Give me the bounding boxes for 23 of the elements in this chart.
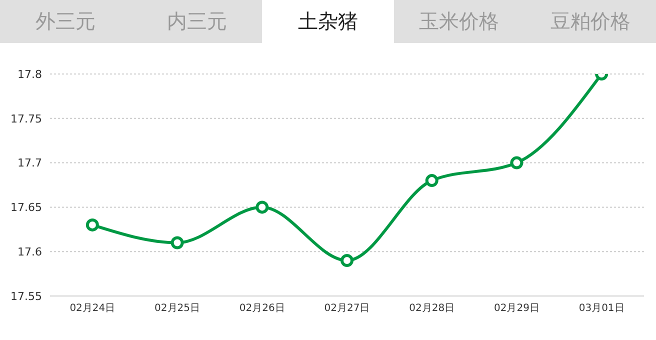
point [86,218,99,232]
tab: 内三元 [131,0,262,43]
y-tick-label: 17.6 [18,246,42,259]
point [425,174,438,188]
x-tick-label: 02月29日 [494,303,540,314]
y-tick-label: 17.55 [10,290,42,303]
x-tick-label: 02月24日 [70,303,116,314]
point [510,156,524,170]
y-tick-label: 17.65 [10,201,42,214]
y-tick-label: 17.7 [18,156,42,170]
point [256,200,269,214]
x-tick-label: 02月25日 [154,303,200,314]
y-tick-label: 17.8 [18,68,42,81]
tab: 豆粕价格 [524,0,656,43]
point [170,236,184,250]
tab: 玉米价格 [394,0,525,43]
tab: 外三元 [0,0,132,43]
x-tick-label: 02月28日 [409,303,455,314]
x-tick-label: 02月26日 [239,303,285,314]
y-tick-label: 17.75 [10,112,42,126]
x-tick-label: 03月01日 [578,303,624,314]
x-tick-label: 02月27日 [324,303,370,314]
point [340,254,354,267]
